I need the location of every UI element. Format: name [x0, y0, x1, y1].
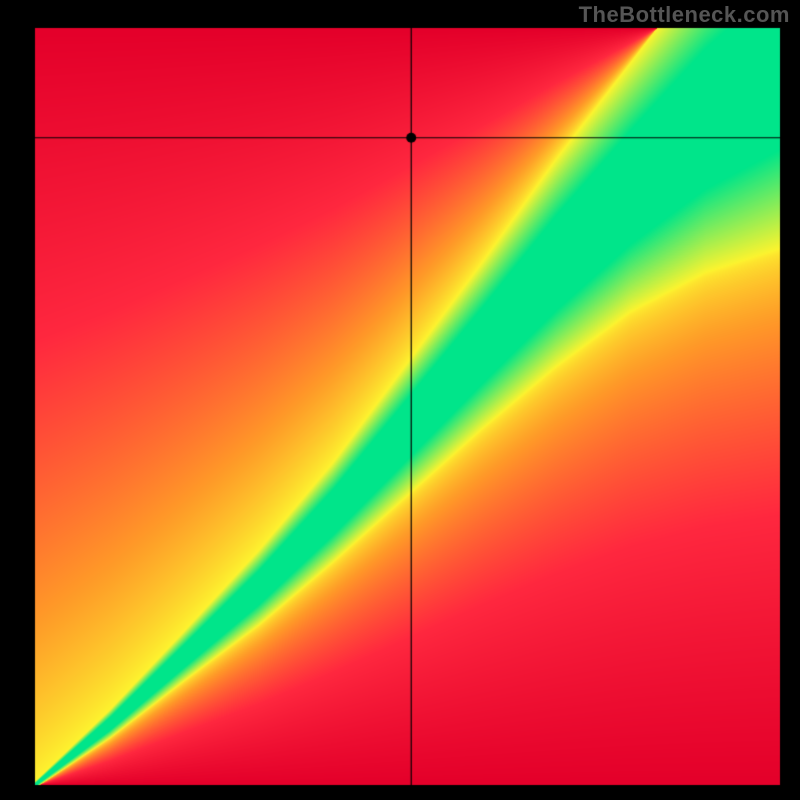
bottleneck-heatmap	[0, 0, 800, 800]
attribution-text: TheBottleneck.com	[579, 2, 790, 28]
